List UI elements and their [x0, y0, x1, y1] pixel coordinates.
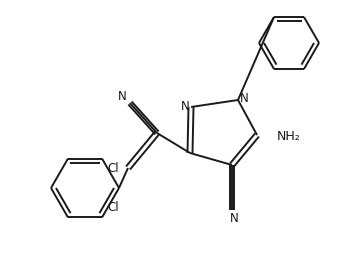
Text: Cl: Cl	[107, 162, 119, 175]
Text: N: N	[118, 89, 126, 103]
Text: Cl: Cl	[107, 201, 119, 214]
Text: N: N	[240, 92, 248, 104]
Text: N: N	[229, 211, 238, 224]
Text: N: N	[181, 100, 189, 114]
Text: NH₂: NH₂	[277, 131, 301, 144]
